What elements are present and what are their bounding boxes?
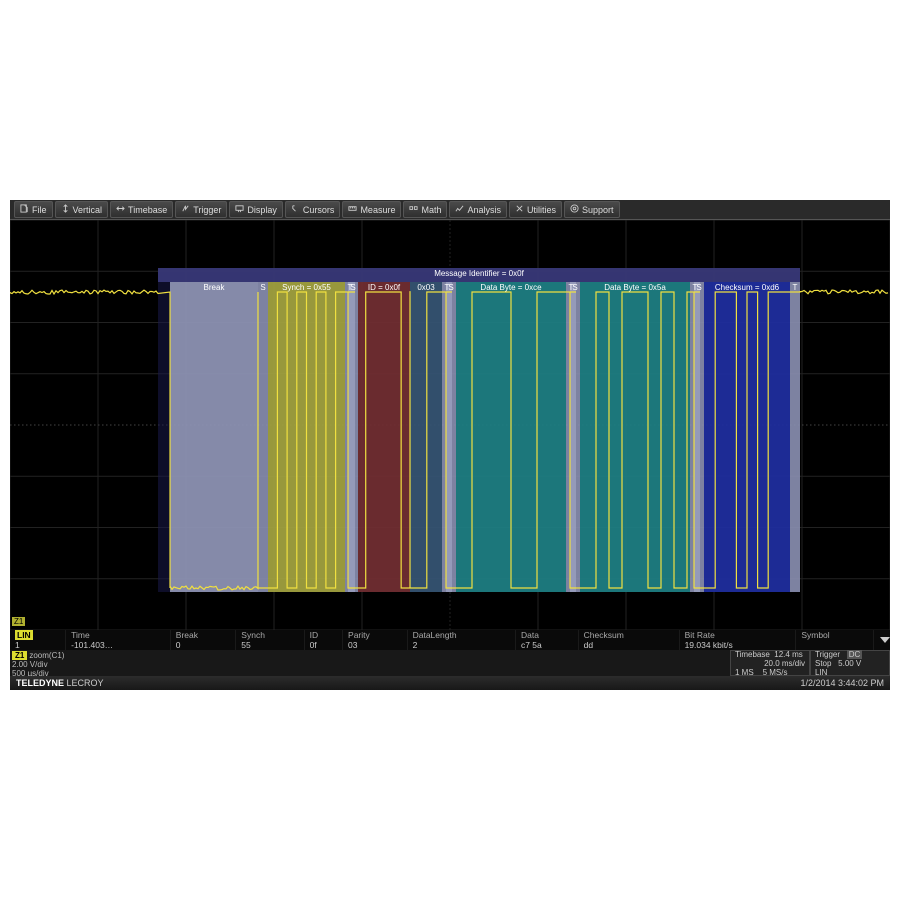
status-bar: TELEDYNE LECROY 1/2/2014 3:44:02 PM: [10, 676, 890, 690]
brand-label: TELEDYNE LECROY: [16, 678, 104, 688]
cursors-icon: [291, 204, 300, 215]
decode-cell: 0: [170, 640, 236, 650]
support-icon: [570, 204, 579, 215]
menu-timebase[interactable]: Timebase: [110, 201, 173, 218]
waveform-area[interactable]: Message Identifier = 0x0fBreakSynch = 0x…: [10, 220, 890, 630]
decode-col-header: Time: [66, 630, 171, 640]
math-icon: [409, 204, 418, 215]
file-icon: [20, 204, 29, 215]
decode-cell: 03: [343, 640, 408, 650]
zoom-badge: Z1: [12, 651, 27, 660]
decode-cell: c7 5a: [515, 640, 578, 650]
menu-measure[interactable]: Measure: [342, 201, 401, 218]
menu-utilities[interactable]: Utilities: [509, 201, 562, 218]
waveform-canvas: [10, 220, 890, 630]
oscilloscope-window: FileVerticalTimebaseTriggerDisplayCursor…: [10, 200, 890, 690]
decode-col-header: Bit Rate: [679, 630, 796, 640]
analysis-icon: [455, 204, 464, 215]
decode-col-header: Symbol: [796, 630, 874, 640]
decode-col-header: Parity: [343, 630, 408, 640]
trigger-info[interactable]: Trigger DC Stop 5.00 V LIN: [810, 650, 890, 676]
info-bar: Z1zoom(C1) 2.00 V/div 500 µs/div Timebas…: [10, 650, 890, 676]
decode-dropdown-icon[interactable]: [880, 637, 890, 643]
decode-cell: [796, 640, 874, 650]
decode-col-header: Data: [515, 630, 578, 640]
menu-vertical[interactable]: Vertical: [55, 201, 109, 218]
measure-icon: [348, 204, 357, 215]
decode-table: LINTimeBreakSynchIDParityDataLengthDataC…: [10, 630, 890, 650]
decode-cell: 2: [407, 640, 515, 650]
decode-cell: 0f: [304, 640, 342, 650]
menu-cursors[interactable]: Cursors: [285, 201, 341, 218]
display-icon: [235, 204, 244, 215]
zoom-name: zoom(C1): [29, 651, 64, 660]
decode-col-header: ID: [304, 630, 342, 640]
decode-col-header: DataLength: [407, 630, 515, 640]
decode-col-header: Synch: [236, 630, 304, 640]
vertical-icon: [61, 204, 70, 215]
decode-col-header: Checksum: [578, 630, 679, 640]
decode-cell: -101.403…: [66, 640, 171, 650]
decode-cell: dd: [578, 640, 679, 650]
decode-cell: 19.034 kbit/s: [679, 640, 796, 650]
menu-display[interactable]: Display: [229, 201, 283, 218]
timestamp: 1/2/2014 3:44:02 PM: [800, 678, 884, 688]
timebase-icon: [116, 204, 125, 215]
menu-analysis[interactable]: Analysis: [449, 201, 507, 218]
timebase-info[interactable]: Timebase 12.4 ms 20.0 ms/div 1 MS 5 MS/s: [730, 650, 810, 676]
menu-support[interactable]: Support: [564, 201, 620, 218]
menu-file[interactable]: File: [14, 201, 53, 218]
menu-trigger[interactable]: Trigger: [175, 201, 227, 218]
menu-bar: FileVerticalTimebaseTriggerDisplayCursor…: [10, 200, 890, 220]
trigger-icon: [181, 204, 190, 215]
decode-cell: 55: [236, 640, 304, 650]
zoom-vdiv: 2.00 V/div: [12, 660, 64, 669]
utilities-icon: [515, 204, 524, 215]
menu-math[interactable]: Math: [403, 201, 447, 218]
decode-col-header: Break: [170, 630, 236, 640]
zoom-info[interactable]: Z1zoom(C1) 2.00 V/div 500 µs/div: [10, 650, 66, 676]
